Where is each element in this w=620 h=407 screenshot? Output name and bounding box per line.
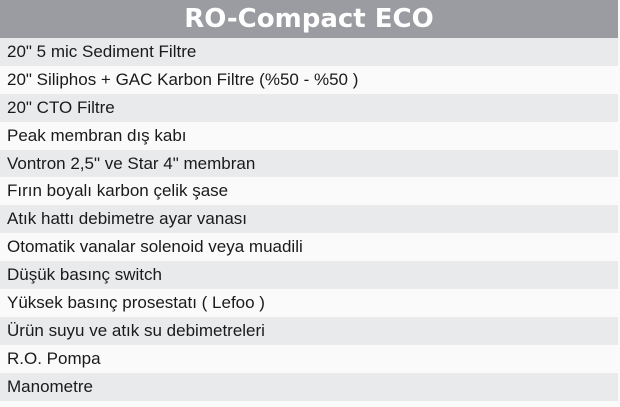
table-row: Yüksek basınç prosestatı ( Lefoo ) bbox=[0, 289, 618, 317]
table-body: 20" 5 mic Sediment Filtre 20" Siliphos + … bbox=[0, 38, 618, 401]
table-row: Vontron 2,5" ve Star 4" membran bbox=[0, 149, 618, 178]
table-row: Peak membran dış kabı bbox=[0, 121, 618, 150]
table-row: 20" Siliphos + GAC Karbon Filtre (%50 - … bbox=[0, 65, 618, 94]
table-row: Ürün suyu ve atık su debimetreleri bbox=[0, 316, 618, 345]
table-row: Atık hattı debimetre ayar vanası bbox=[0, 205, 618, 234]
table-row: R.O. Pompa bbox=[0, 344, 618, 373]
table-row: Otomatik vanalar solenoid veya muadili bbox=[0, 233, 618, 262]
table-row: Düşük basınç switch bbox=[0, 261, 618, 290]
table-title: RO-Compact ECO bbox=[0, 0, 618, 38]
table-row: Manometre bbox=[0, 372, 618, 401]
table-row: Fırın boyalı karbon çelik şase bbox=[0, 177, 618, 206]
table-row: 20" CTO Filtre bbox=[0, 93, 618, 122]
table-row: 20" 5 mic Sediment Filtre bbox=[0, 38, 618, 66]
